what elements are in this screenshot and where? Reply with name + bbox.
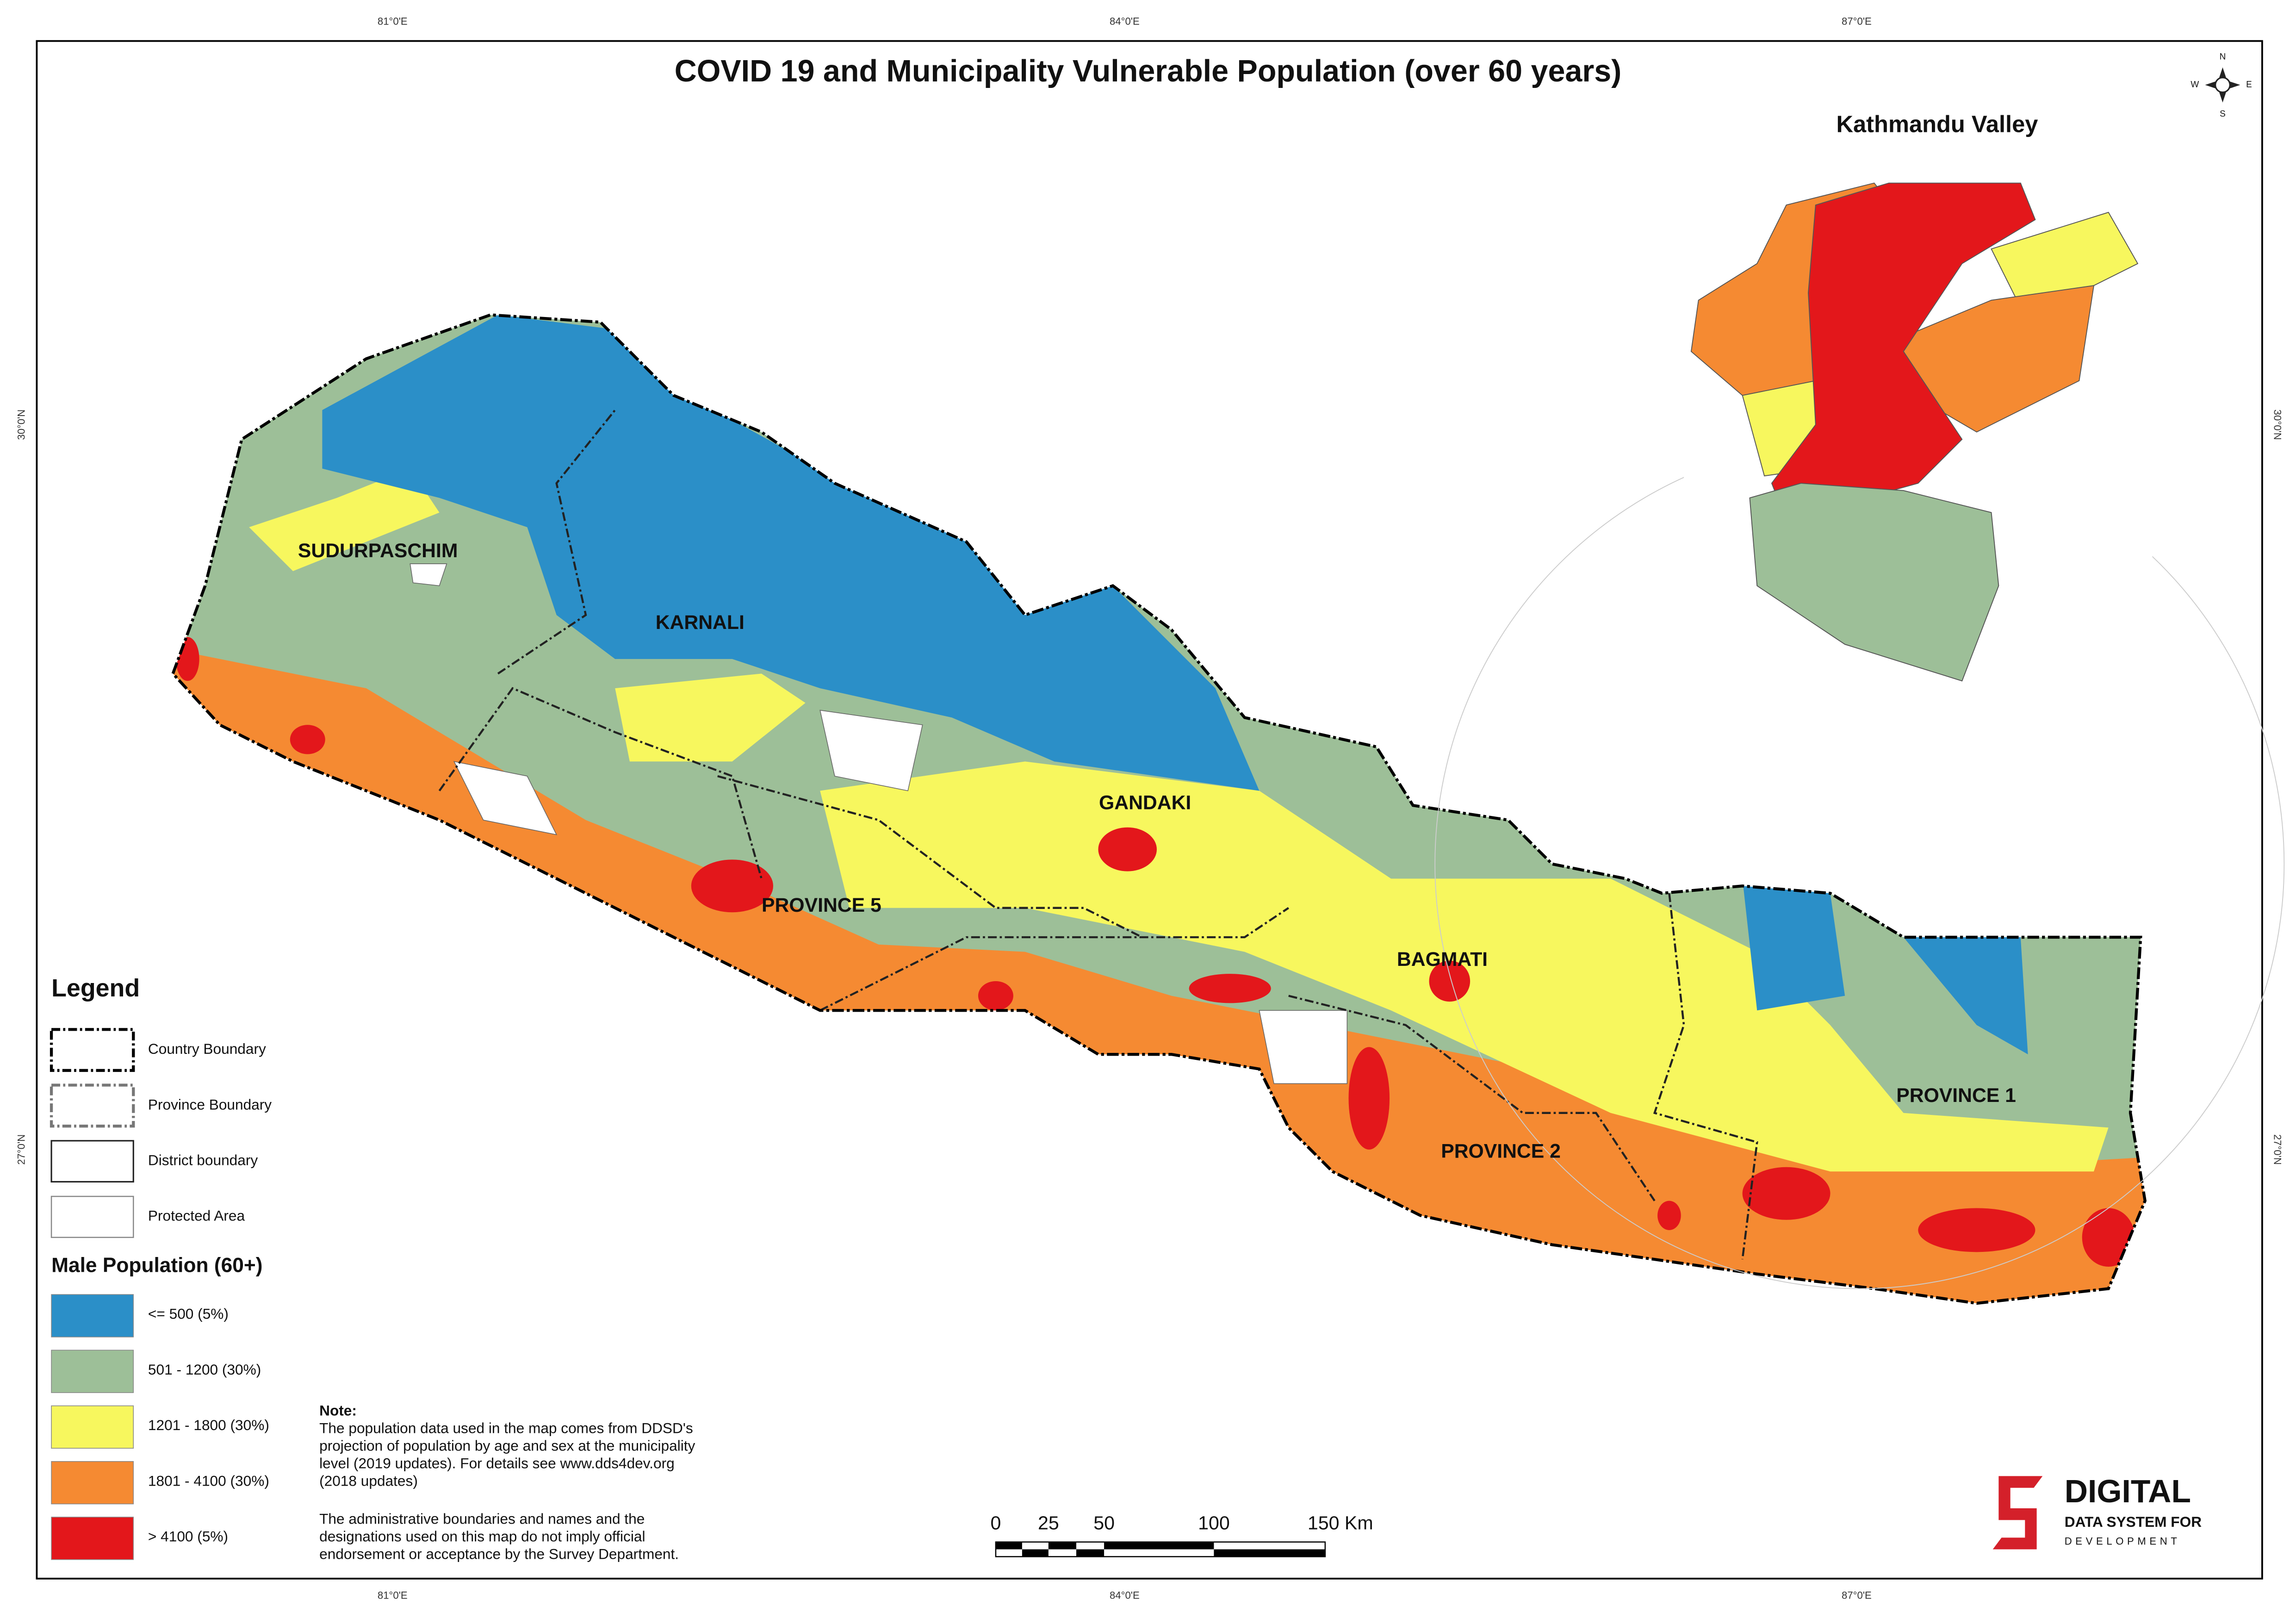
protected-area bbox=[819, 709, 923, 791]
legend-swatch bbox=[51, 1461, 134, 1505]
class-area bbox=[1098, 827, 1157, 871]
legend-swatch bbox=[51, 1517, 134, 1560]
note-line: level (2019 updates). For details see ww… bbox=[319, 1455, 675, 1471]
graticule-label: 81°0'E bbox=[378, 15, 408, 27]
logo-line: DEVELOPMENT bbox=[2065, 1536, 2181, 1547]
class-area bbox=[1903, 937, 2028, 1055]
map-title: COVID 19 and Municipality Vulnerable Pop… bbox=[675, 54, 1622, 88]
legend-label: District boundary bbox=[148, 1152, 258, 1169]
scale-label: 100 bbox=[1198, 1512, 1230, 1534]
inset-map bbox=[1684, 168, 2153, 696]
compass-label: S bbox=[2220, 109, 2226, 119]
note-line: designations used on this map do not imp… bbox=[319, 1528, 645, 1545]
scale-label: 25 bbox=[1038, 1512, 1059, 1534]
class-area bbox=[2082, 1208, 2135, 1267]
region-label: SUDURPASCHIM bbox=[298, 540, 458, 562]
graticule-label: 27°0'N bbox=[16, 1134, 27, 1165]
class-area bbox=[978, 981, 1013, 1011]
legend-label: 501 - 1200 (30%) bbox=[148, 1361, 261, 1378]
legend-title: Legend bbox=[51, 974, 140, 1002]
legend-swatch bbox=[50, 1083, 135, 1128]
compass-label: E bbox=[2246, 80, 2252, 90]
note-line: The population data used in the map come… bbox=[319, 1420, 693, 1437]
note-title: Note: bbox=[319, 1402, 357, 1419]
protected-area bbox=[1259, 1010, 1348, 1084]
note-line: (2018 updates) bbox=[319, 1472, 418, 1489]
legend-swatch bbox=[50, 1028, 135, 1072]
country-boundary bbox=[171, 313, 2147, 1305]
province-boundary bbox=[497, 409, 616, 675]
inset-area bbox=[1749, 483, 1999, 682]
class-area bbox=[322, 315, 1260, 791]
graticule-label: 30°0'N bbox=[16, 410, 27, 440]
legend: Legend Male Population (60+) Country Bou… bbox=[50, 974, 272, 1560]
graticule-label: 87°0'E bbox=[1842, 15, 1872, 27]
protected-area bbox=[453, 761, 558, 835]
scale-label: 50 bbox=[1093, 1512, 1115, 1534]
legend-label: Country Boundary bbox=[148, 1040, 266, 1057]
legend-swatch bbox=[51, 1350, 134, 1393]
scale-label: 150 Km bbox=[1308, 1512, 1373, 1534]
graticule-label: 30°0'N bbox=[2272, 410, 2284, 440]
region-label: PROVINCE 2 bbox=[1441, 1140, 1561, 1162]
inset-title: Kathmandu Valley bbox=[1836, 111, 2038, 137]
graticule-label: 87°0'E bbox=[1842, 1590, 1872, 1601]
legend-label: 1201 - 1800 (30%) bbox=[148, 1417, 269, 1433]
province-boundary bbox=[438, 687, 763, 879]
province-boundary bbox=[717, 775, 1143, 939]
class-area bbox=[1742, 878, 1845, 1011]
protected-area bbox=[410, 563, 447, 586]
graticule-label: 81°0'E bbox=[378, 1590, 408, 1601]
province-boundary bbox=[1288, 995, 1656, 1201]
graticule-label: 84°0'E bbox=[1110, 1590, 1140, 1601]
legend-label: <= 500 (5%) bbox=[148, 1306, 229, 1322]
legend-label: Province Boundary bbox=[148, 1096, 272, 1113]
class-area bbox=[615, 673, 806, 762]
legend-label: > 4100 (5%) bbox=[148, 1528, 228, 1545]
compass-label: W bbox=[2191, 80, 2199, 90]
note-line: endorsement or acceptance by the Survey … bbox=[319, 1546, 679, 1562]
region-label: PROVINCE 1 bbox=[1896, 1084, 2016, 1107]
note-line: The administrative boundaries and names … bbox=[319, 1511, 645, 1527]
scale-bar: 0 25 50 100 150 Km bbox=[990, 1512, 1373, 1557]
class-area bbox=[1742, 1167, 1831, 1220]
map-frame bbox=[36, 40, 2263, 1580]
graticule-label: 84°0'E bbox=[1110, 15, 1140, 27]
region-label: PROVINCE 5 bbox=[762, 894, 881, 916]
region-label: BAGMATI bbox=[1397, 948, 1488, 971]
class-area bbox=[1348, 1047, 1390, 1150]
logo: DIGITAL DATA SYSTEM FOR DEVELOPMENT bbox=[1992, 1473, 2202, 1549]
class-area bbox=[1189, 974, 1271, 1003]
legend-swatch bbox=[50, 1195, 134, 1238]
graticule-label: 27°0'N bbox=[2272, 1134, 2284, 1165]
inset-area bbox=[1771, 182, 2036, 521]
logo-line: DATA SYSTEM FOR bbox=[2065, 1513, 2202, 1530]
class-area bbox=[691, 859, 773, 913]
class-area bbox=[1657, 1201, 1681, 1230]
legend-swatch bbox=[50, 1140, 134, 1183]
compass-label: N bbox=[2220, 52, 2226, 62]
legend-class-title: Male Population (60+) bbox=[51, 1254, 262, 1277]
logo-name: DIGITAL bbox=[2065, 1473, 2191, 1509]
class-area bbox=[249, 468, 440, 572]
legend-label: Protected Area bbox=[148, 1207, 245, 1224]
class-area bbox=[1918, 1208, 2035, 1252]
scale-label: 0 bbox=[990, 1512, 1001, 1534]
region-label: KARNALI bbox=[656, 611, 745, 634]
province-boundary bbox=[1653, 893, 1758, 1260]
legend-label: 1801 - 4100 (30%) bbox=[148, 1472, 269, 1489]
class-area bbox=[1429, 960, 1471, 1002]
province-boundary bbox=[819, 907, 1289, 1012]
legend-swatch bbox=[51, 1294, 134, 1338]
compass: N E S W bbox=[2191, 52, 2252, 118]
legend-swatch bbox=[51, 1405, 134, 1449]
region-label: GANDAKI bbox=[1099, 791, 1191, 814]
note-line: projection of population by age and sex … bbox=[319, 1437, 695, 1454]
class-area bbox=[290, 725, 325, 754]
note: Note: The population data used in the ma… bbox=[319, 1402, 695, 1562]
